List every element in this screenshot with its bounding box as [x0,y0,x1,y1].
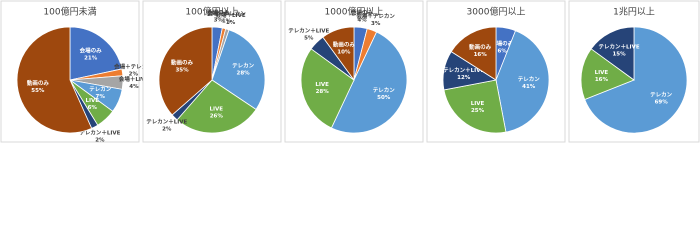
slice-category-label: テレカン [518,76,541,83]
pie-slice [495,30,550,133]
slice-value-label: 28% [237,70,251,76]
pie-slice [300,48,355,129]
slice-category-label: 会場のみ [491,40,514,48]
slice-value-label: 16% [474,52,488,58]
slice-category-label: 会場＋テレカン [114,63,153,71]
slice-value-label: 55% [31,88,45,94]
slice-value-label: 4% [357,18,367,24]
slice-value-label: 3% [371,21,381,27]
slice-value-label: 69% [655,99,669,105]
pie-slice [590,26,635,81]
slice-value-label: 25% [471,108,485,114]
slice-category-label: 会場＋LIVE [119,75,149,83]
pie-chart: 100億円未満会場のみ21%会場＋テレカン2%会場＋LIVE4%テレカン7%LI… [0,0,153,144]
slice-value-label: 26% [210,114,224,120]
slice-value-label: 21% [84,55,98,61]
pie-slice [450,26,497,81]
pie-slice [580,48,635,101]
chart-panels: 100億円未満会場のみ21%会場＋テレカン2%会場＋LIVE4%テレカン7%LI… [0,0,700,144]
slice-value-label: 5% [304,36,314,42]
slice-value-label: 1% [222,19,232,25]
slice-category-label: テレカン [650,91,673,98]
pie-slice [69,26,123,81]
slice-category-label: LIVE [85,98,99,104]
pie-slice [322,26,355,82]
slice-category-label: LIVE [315,82,329,88]
slice-category-label: 動画のみ [171,58,194,66]
slice-category-label: 会場＋LIVE [216,11,246,19]
slice-category-label: テレカン [232,62,255,69]
slice-value-label: 10% [337,50,351,56]
slice-category-label: テレカン＋LIVE [79,130,120,137]
pie-slice [330,31,408,134]
slice-category-label: 動画のみ [333,41,356,49]
slice-category-label: テレカン＋LIVE [443,67,484,74]
slice-value-label: 2% [162,126,172,132]
slice-value-label: 2% [129,72,139,78]
slice-value-label: 6% [88,105,98,111]
slice-category-label: テレカン＋LIVE [146,118,187,125]
slice-category-label: 会場のみ [207,8,230,16]
slice-value-label: 1% [226,20,236,26]
pie-slice [584,26,688,134]
slice-category-label: テレカン＋LIVE [599,44,640,51]
slice-value-label: 7% [96,94,106,100]
slice-category-label: LIVE [471,101,485,107]
slice-category-label: 会場＋テレカン [356,12,395,20]
slice-value-label: 3% [214,17,224,23]
slice-value-label: 6% [497,49,507,55]
pie-slice [211,29,266,111]
pie-chart: 100億円以上会場のみ3%会場＋テレカン1%会場＋LIVE1%テレカン28%LI… [142,0,282,143]
chart-title: 3000億円以上 [467,6,526,18]
slice-category-label: 会場のみ [80,46,103,54]
chart-title: 1000億円以上 [325,6,384,18]
slice-category-label: 会場のみ [351,9,374,17]
slice-value-label: 50% [377,95,391,101]
slice-category-label: テレカン＋LIVE [288,28,329,35]
chart-title: 100億円未満 [43,6,96,18]
slice-value-label: 15% [612,52,626,58]
slice-value-label: 4% [129,84,139,90]
slice-category-label: テレカン [373,87,396,94]
pie-slice [158,26,213,116]
chart-title: 1兆円以上 [613,7,655,18]
slice-value-label: 16% [595,77,609,83]
slice-category-label: テレカン [89,86,112,93]
slice-value-label: 2% [95,138,105,144]
pie-slice [176,79,257,134]
slice-value-label: 28% [316,89,330,95]
slice-category-label: 動画のみ [27,79,50,87]
slice-category-label: 動画のみ [469,43,492,51]
pie-slice [16,26,93,134]
slice-category-label: 会場＋テレカン [207,10,246,18]
slice-value-label: 35% [175,67,189,73]
slice-value-label: 12% [457,75,471,81]
slice-category-label: LIVE [595,70,609,76]
slice-value-label: 41% [522,84,536,90]
slice-category-label: LIVE [210,107,224,113]
pie-slice [443,79,507,134]
chart-title: 100億円以上 [185,6,238,18]
